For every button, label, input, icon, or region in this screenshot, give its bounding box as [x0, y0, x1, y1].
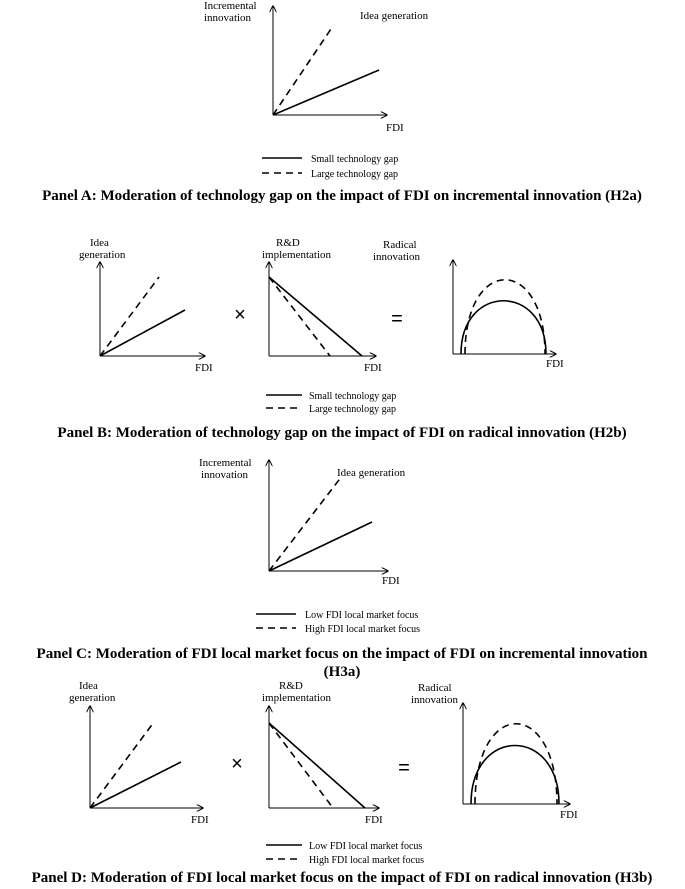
y-axis-label-line2: innovation: [201, 469, 249, 481]
curve-label: Idea generation: [360, 10, 429, 22]
legend-solid-label: Low FDI local market focus: [309, 841, 422, 852]
y-axis-label-line1: Idea: [90, 237, 109, 249]
y-axis-label-line2: implementation: [262, 692, 332, 704]
panel-d: Idea generation FDI × R&D implementation…: [32, 680, 653, 886]
panel-a-graph: Incremental innovation FDI Idea generati…: [204, 0, 429, 134]
legend-solid-label: Small technology gap: [309, 391, 396, 402]
y-axis-label-line2: innovation: [204, 12, 252, 24]
legend-solid-label: Small technology gap: [311, 154, 398, 165]
y-axis-label-line2: innovation: [373, 251, 421, 263]
solid-line: [89, 761, 182, 809]
panel-b-legend: Small technology gap Large technology ga…: [266, 391, 396, 415]
x-axis-label: FDI: [386, 122, 404, 134]
dashed-line: [268, 475, 343, 572]
panel-a: Incremental innovation FDI Idea generati…: [42, 0, 642, 204]
panel-d-graph-rd-implementation: R&D implementation FDI: [262, 680, 383, 826]
y-axis-label-line1: Idea: [79, 680, 98, 692]
y-axis-label-line2: generation: [79, 249, 126, 261]
multiply-operator: ×: [231, 753, 243, 775]
equals-operator: =: [391, 308, 403, 330]
panel-d-caption: Panel D: Moderation of FDI local market …: [32, 870, 653, 886]
curve-label: Idea generation: [337, 467, 406, 479]
x-axis-label: FDI: [191, 814, 209, 826]
legend-dashed-label: Large technology gap: [311, 169, 398, 180]
panel-c: Incremental innovation FDI Idea generati…: [37, 457, 649, 680]
panel-d-graph-idea-generation: Idea generation FDI: [69, 680, 209, 826]
legend-dashed-label: High FDI local market focus: [309, 855, 424, 866]
legend-dashed-label: High FDI local market focus: [305, 624, 420, 635]
panel-b-graph-rd-implementation: R&D implementation FDI: [262, 237, 382, 374]
y-axis-label-line2: generation: [69, 692, 116, 704]
dashed-line: [99, 276, 160, 357]
y-axis-label-line1: R&D: [276, 237, 300, 249]
panel-c-caption-line2: (H3a): [324, 664, 361, 680]
panel-c-legend: Low FDI local market focus High FDI loca…: [256, 610, 420, 635]
panel-d-legend: Low FDI local market focus High FDI loca…: [266, 841, 424, 866]
solid-line: [268, 521, 373, 572]
multiply-operator: ×: [234, 304, 246, 326]
dashed-line: [272, 25, 334, 116]
x-axis-label: FDI: [364, 362, 382, 374]
legend-dashed-label: Large technology gap: [309, 404, 396, 415]
panel-b: Idea generation FDI × R&D implementation…: [57, 237, 626, 441]
panel-a-caption: Panel A: Moderation of technology gap on…: [42, 188, 642, 204]
x-axis-label: FDI: [382, 575, 400, 587]
x-axis-label: FDI: [560, 809, 578, 821]
solid-line: [272, 69, 380, 116]
y-axis-label-line1: R&D: [279, 680, 303, 692]
x-axis-label: FDI: [365, 814, 383, 826]
y-axis-label-line2: innovation: [411, 694, 459, 706]
y-axis-label-line1: Radical: [418, 682, 452, 694]
legend-solid-label: Low FDI local market focus: [305, 610, 418, 621]
dashed-line: [89, 721, 155, 809]
y-axis-label-line1: Incremental: [199, 457, 252, 469]
x-axis-label: FDI: [546, 358, 564, 370]
dashed-line: [268, 722, 334, 809]
solid-line: [268, 722, 366, 809]
y-axis-label-line1: Incremental: [204, 0, 257, 12]
panel-b-caption: Panel B: Moderation of technology gap on…: [57, 425, 626, 441]
y-axis-label-line1: Radical: [383, 239, 417, 251]
solid-curve: [460, 299, 547, 355]
panel-d-graph-radical-innovation: Radical innovation FDI: [411, 682, 578, 821]
y-axis-label-line2: implementation: [262, 249, 332, 261]
panel-c-caption-line1: Panel C: Moderation of FDI local market …: [37, 646, 649, 662]
panel-b-graph-idea-generation: Idea generation FDI: [79, 237, 213, 374]
solid-line: [99, 309, 186, 357]
solid-curve: [470, 744, 560, 805]
equals-operator: =: [398, 757, 410, 779]
panel-c-graph: Incremental innovation FDI Idea generati…: [199, 457, 406, 587]
solid-line: [268, 276, 363, 357]
x-axis-label: FDI: [195, 362, 213, 374]
dashed-line: [268, 276, 331, 357]
dashed-curve: [474, 722, 558, 805]
dashed-curve: [464, 279, 546, 355]
panel-a-legend: Small technology gap Large technology ga…: [262, 154, 398, 180]
panel-b-graph-radical-innovation: Radical innovation FDI: [373, 239, 564, 370]
